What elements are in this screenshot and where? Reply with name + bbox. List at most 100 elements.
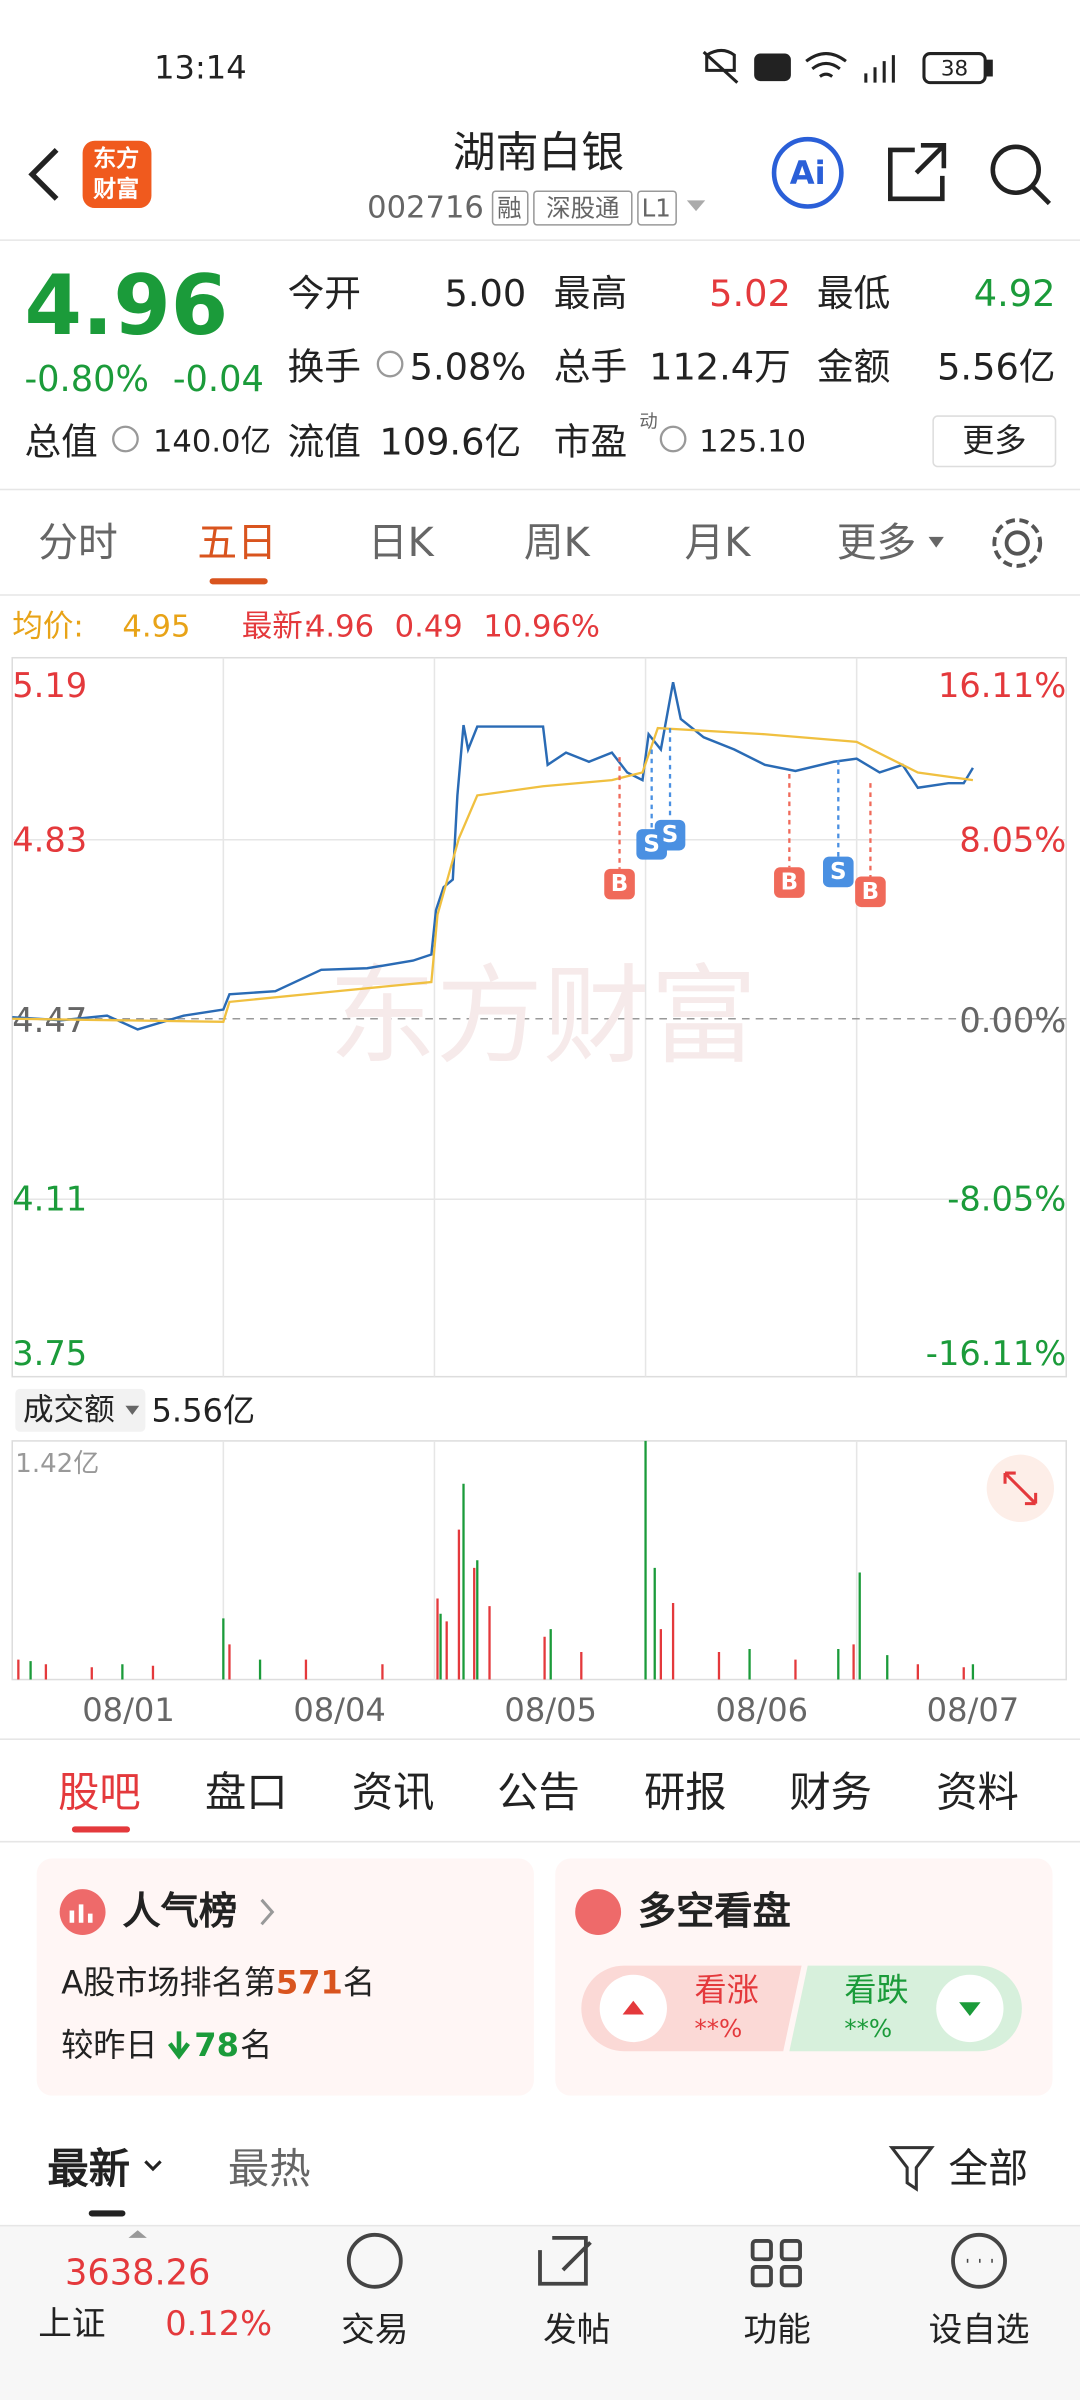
nav-item[interactable]: 设自选 <box>929 2310 1030 2349</box>
field-value: 109.6亿 <box>379 421 521 464</box>
feed-filter[interactable]: 全部 <box>948 2146 1028 2192</box>
last-price: 4.96 <box>24 258 228 354</box>
field-value: 125.10 <box>699 425 806 460</box>
latest-pct: 10.96% <box>483 610 600 645</box>
section-tab-active[interactable]: 股吧 <box>58 1769 141 1817</box>
trade-markers <box>604 819 886 908</box>
pct-label: 8.05% <box>959 820 1066 859</box>
volume-selector[interactable] <box>15 1388 146 1432</box>
dropdown-arrow <box>144 2160 162 2172</box>
expand-icon <box>1003 1471 1038 1506</box>
chart-tab[interactable]: 日K <box>368 520 435 566</box>
latest-change: 0.49 <box>395 610 463 645</box>
dropdown-arrow[interactable] <box>686 200 706 212</box>
rank-change-suffix: 名 <box>240 2026 272 2064</box>
feed-tab-active[interactable]: 最新 <box>47 2145 130 2193</box>
chevron <box>260 1898 275 1926</box>
bear-label: 看跌 <box>844 1971 908 2009</box>
back-button[interactable] <box>28 148 59 201</box>
field-label: 最低 <box>817 272 890 315</box>
field-value: 112.4万 <box>649 346 791 389</box>
volume-frame <box>11 1440 1067 1681</box>
field-label: 总手 <box>554 346 627 389</box>
logo-text: 财富 <box>93 176 139 203</box>
status-time: 13:14 <box>154 48 247 86</box>
section-tab[interactable]: 资讯 <box>352 1769 435 1817</box>
chart-frame <box>11 656 1067 1378</box>
chart-tab[interactable]: 周K <box>524 520 591 566</box>
stock-tag: L1 <box>642 194 671 223</box>
pct-label: 16.11% <box>938 666 1066 705</box>
popularity-card[interactable] <box>36 1858 534 2096</box>
info-icons[interactable] <box>112 350 687 453</box>
chart-tab[interactable]: 分时 <box>38 520 118 566</box>
bull-pct: **% <box>695 2014 743 2043</box>
section-tab[interactable]: 公告 <box>497 1769 580 1817</box>
volume-total: 5.56亿 <box>151 1391 255 1429</box>
bull-arrow <box>622 2000 645 2015</box>
bear-pct: **% <box>844 2014 892 2043</box>
ai-button[interactable] <box>771 136 844 209</box>
section-tab[interactable]: 研报 <box>644 1769 727 1817</box>
latest-label: 最新: <box>242 610 313 645</box>
nav-icons <box>346 2232 1007 2289</box>
section-tab[interactable]: 盘口 <box>205 1769 288 1817</box>
section-tab[interactable]: 财务 <box>789 1769 872 1817</box>
battery: 38 <box>941 56 968 81</box>
logo-text: 东方 <box>93 145 139 172</box>
chart-grid <box>12 657 1067 1377</box>
search-button[interactable] <box>990 144 1052 206</box>
nav-item[interactable]: 交易 <box>341 2310 408 2349</box>
change: -0.04 <box>173 359 264 400</box>
nav-item[interactable]: 发帖 <box>543 2310 610 2349</box>
avg-label: 均价: <box>12 610 83 645</box>
date-label: 08/05 <box>504 1691 597 1729</box>
field-value: 5.56亿 <box>937 346 1055 389</box>
nav-item[interactable]: 功能 <box>743 2310 810 2349</box>
rank-change-prefix: 较昨日 <box>61 2026 157 2064</box>
watermark: 东方财富 <box>329 955 757 1079</box>
index-arrow <box>128 2230 147 2238</box>
status-icons <box>702 48 993 85</box>
field-value: 5.08% <box>410 346 527 389</box>
tab-underline <box>88 2210 126 2217</box>
marker-label: B <box>781 870 798 896</box>
bull-label: 看涨 <box>695 1971 759 2009</box>
stock-tag: 深股通 <box>546 194 619 223</box>
stock-code: 002716 <box>367 191 484 226</box>
chart-tab[interactable]: 更多 <box>837 520 917 566</box>
volume-bars-down <box>29 1440 975 1680</box>
field-value: 5.00 <box>444 272 526 315</box>
field-label: 金额 <box>817 346 890 389</box>
date-label: 08/04 <box>293 1691 386 1729</box>
share-button[interactable] <box>888 143 947 202</box>
settings-button[interactable] <box>992 518 1043 568</box>
app-logo <box>82 140 152 209</box>
field-value: 140.0亿 <box>153 425 271 460</box>
section-tab[interactable]: 资料 <box>936 1769 1019 1817</box>
tag-boxes <box>491 190 677 226</box>
price-label: 5.19 <box>12 666 87 705</box>
more-label: 更多 <box>962 422 1026 460</box>
more-button[interactable] <box>932 415 1057 468</box>
chart-tab[interactable]: 月K <box>685 520 752 566</box>
price-label: 4.83 <box>12 820 87 859</box>
tab-underline <box>209 578 268 585</box>
field-label: 市盈 <box>554 421 627 464</box>
index-pct[interactable]: 0.12% <box>165 2304 272 2343</box>
field-label: 最高 <box>554 272 627 315</box>
index-value[interactable]: 3638.26 <box>65 2253 210 2294</box>
rank-suffix: 名 <box>343 1963 375 2001</box>
date-label: 08/07 <box>927 1691 1020 1729</box>
sentiment-icon <box>575 1889 622 1935</box>
popularity-icon-bars <box>69 1904 93 1923</box>
change-pct: -0.80% <box>24 359 148 400</box>
chart-tab-active[interactable]: 五日 <box>197 520 277 566</box>
volume-grid <box>222 1440 858 1680</box>
feed-tab[interactable]: 最热 <box>228 2145 311 2193</box>
dropdown-arrow <box>928 536 944 548</box>
avg-value: 4.95 <box>122 610 190 645</box>
price-label: 3.75 <box>12 1334 87 1373</box>
index-name[interactable]: 上证 <box>38 2304 105 2343</box>
filter-icon[interactable] <box>888 2146 935 2192</box>
